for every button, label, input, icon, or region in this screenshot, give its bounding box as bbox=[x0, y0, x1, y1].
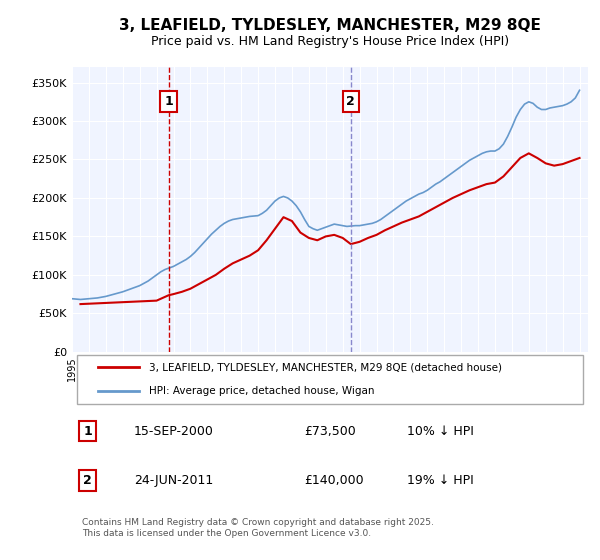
Text: Price paid vs. HM Land Registry's House Price Index (HPI): Price paid vs. HM Land Registry's House … bbox=[151, 35, 509, 49]
Text: 24-JUN-2011: 24-JUN-2011 bbox=[134, 474, 213, 487]
Text: Contains HM Land Registry data © Crown copyright and database right 2025.
This d: Contains HM Land Registry data © Crown c… bbox=[82, 518, 434, 538]
Text: 15-SEP-2000: 15-SEP-2000 bbox=[134, 424, 214, 437]
Text: 1: 1 bbox=[83, 424, 92, 437]
Text: 3, LEAFIELD, TYLDESLEY, MANCHESTER, M29 8QE: 3, LEAFIELD, TYLDESLEY, MANCHESTER, M29 … bbox=[119, 18, 541, 32]
Text: 1: 1 bbox=[164, 95, 173, 108]
Text: £73,500: £73,500 bbox=[304, 424, 356, 437]
Text: 10% ↓ HPI: 10% ↓ HPI bbox=[407, 424, 474, 437]
FancyBboxPatch shape bbox=[77, 355, 583, 404]
Text: 3, LEAFIELD, TYLDESLEY, MANCHESTER, M29 8QE (detached house): 3, LEAFIELD, TYLDESLEY, MANCHESTER, M29 … bbox=[149, 362, 502, 372]
Text: £140,000: £140,000 bbox=[304, 474, 364, 487]
Text: 19% ↓ HPI: 19% ↓ HPI bbox=[407, 474, 474, 487]
Text: HPI: Average price, detached house, Wigan: HPI: Average price, detached house, Wiga… bbox=[149, 386, 375, 396]
Text: 2: 2 bbox=[346, 95, 355, 108]
Text: 2: 2 bbox=[83, 474, 92, 487]
